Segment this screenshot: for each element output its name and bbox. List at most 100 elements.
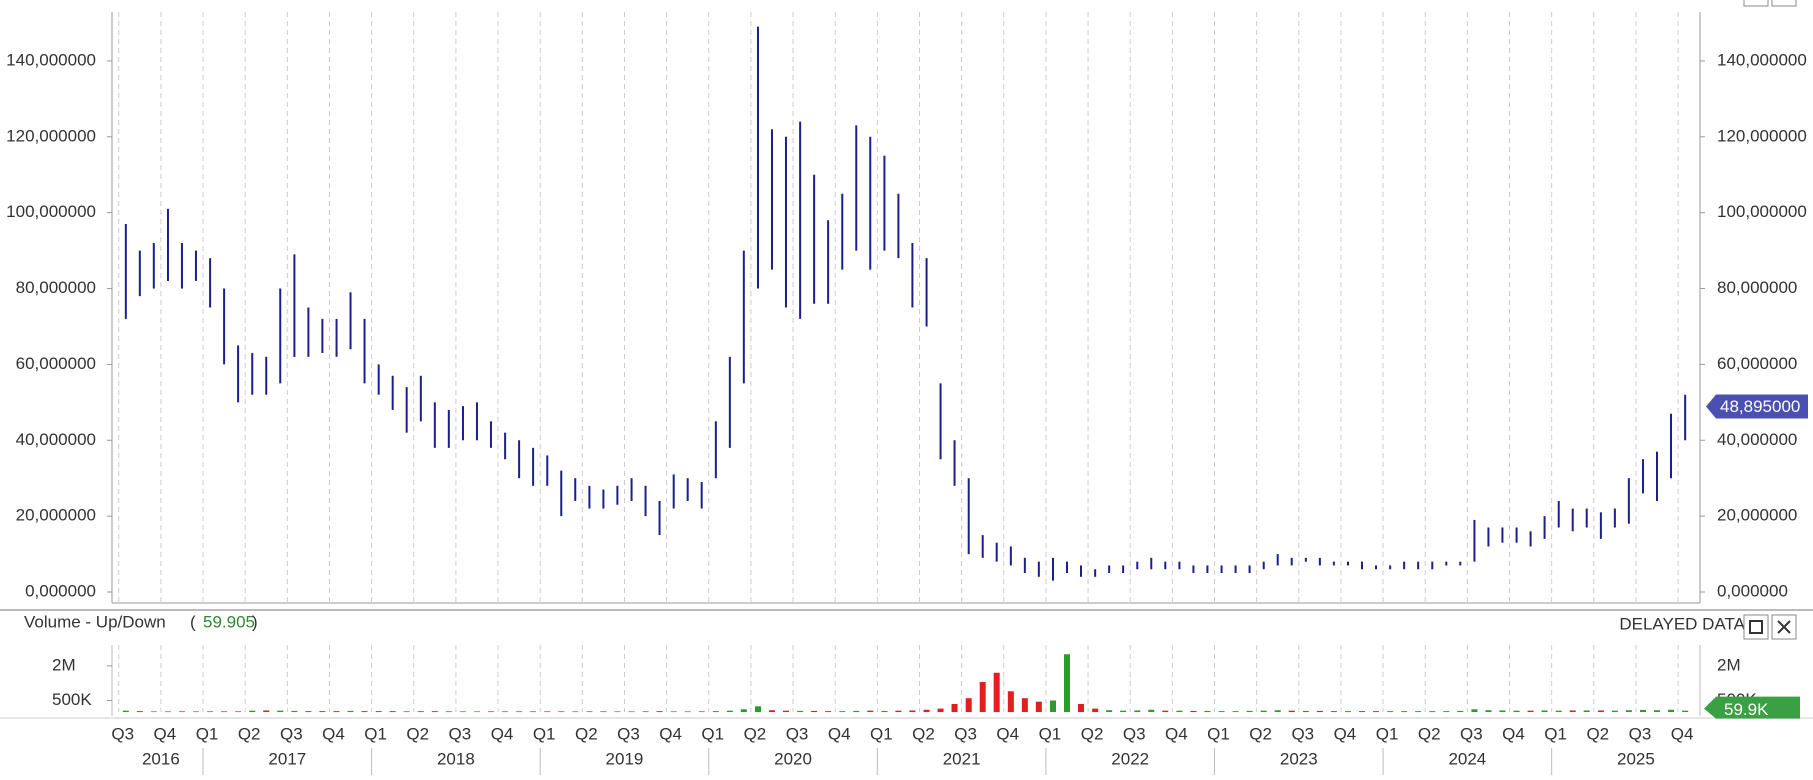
volume-bar (1682, 710, 1689, 713)
x-tick-label: Q3 (1460, 724, 1483, 743)
volume-bar (726, 710, 733, 713)
volume-bar (1106, 710, 1113, 713)
volume-bar (431, 711, 438, 713)
volume-bar (221, 711, 228, 713)
volume-bar (586, 711, 593, 713)
volume-bar (712, 711, 719, 713)
volume-bar (1330, 711, 1337, 713)
y-tick-label: 2M (52, 655, 76, 674)
x-tick-label: Q2 (1586, 724, 1609, 743)
x-tick-label: Q2 (406, 724, 429, 743)
volume-bar (136, 711, 143, 713)
volume-bar (867, 710, 874, 713)
volume-bar (1148, 709, 1155, 713)
volume-bar (839, 711, 846, 713)
volume-bar (530, 711, 537, 713)
x-tick-label: Q3 (449, 724, 472, 743)
volume-bar (1513, 710, 1520, 713)
year-label: 2024 (1448, 749, 1486, 768)
x-tick-label: Q4 (1165, 724, 1188, 743)
last-volume-tag (1704, 696, 1800, 719)
y-tick-label-right: 60,000000 (1717, 354, 1797, 373)
volume-bar (572, 711, 579, 713)
volume-bar (1049, 700, 1056, 713)
paren: ( (190, 612, 196, 631)
x-tick-label: Q1 (196, 724, 219, 743)
volume-bar (319, 711, 326, 713)
volume-bar (445, 711, 452, 713)
volume-bar (1457, 710, 1464, 713)
volume-bar (1288, 710, 1295, 713)
paren: ) (252, 612, 258, 631)
year-label: 2019 (606, 749, 644, 768)
volume-bar (1668, 709, 1675, 713)
x-tick-label: Q3 (1123, 724, 1146, 743)
volume-bar (1007, 691, 1014, 713)
x-tick-label: Q1 (364, 724, 387, 743)
volume-bar (797, 710, 804, 713)
volume-bar (389, 711, 396, 713)
x-tick-label: Q1 (1039, 724, 1062, 743)
volume-bar (1092, 708, 1099, 713)
volume-bar (656, 711, 663, 713)
volume-bar (740, 709, 747, 713)
volume-bar (1443, 711, 1450, 713)
volume-bar (487, 711, 494, 713)
volume-bar (1597, 710, 1604, 713)
y-tick-label-right: 80,000000 (1717, 278, 1797, 297)
x-tick-label: Q4 (491, 724, 514, 743)
volume-bar (249, 710, 256, 713)
maximize-button[interactable] (1743, 614, 1769, 640)
volume-bar (1527, 710, 1534, 713)
year-label: 2021 (943, 749, 981, 768)
volume-bar (277, 710, 284, 713)
x-tick-label: Q2 (744, 724, 767, 743)
volume-bar (1429, 711, 1436, 713)
y-tick-label: 20,000000 (16, 506, 96, 525)
volume-bar (192, 711, 199, 713)
volume-bar (178, 711, 185, 713)
volume-bar (1541, 710, 1548, 713)
volume-bar (544, 711, 551, 713)
volume-bar (670, 711, 677, 713)
volume-bar (558, 711, 565, 713)
volume-bar (1246, 710, 1253, 713)
volume-bar (1218, 711, 1225, 713)
volume-bar (909, 710, 916, 713)
volume-bar (1190, 710, 1197, 713)
x-tick-label: Q2 (912, 724, 935, 743)
x-tick-label: Q2 (238, 724, 261, 743)
volume-bar (1077, 703, 1084, 713)
x-tick-label: Q3 (1291, 724, 1314, 743)
y-tick-label: 60,000000 (16, 354, 96, 373)
volume-bar (417, 711, 424, 713)
year-label: 2025 (1617, 749, 1655, 768)
volume-bar (923, 709, 930, 713)
volume-bar (1345, 711, 1352, 713)
y-tick-label: 0,000000 (25, 581, 96, 600)
close-button[interactable] (1771, 614, 1797, 640)
volume-bar (333, 711, 340, 713)
y-tick-label: 40,000000 (16, 430, 96, 449)
volume-bar (825, 711, 832, 713)
window-buttons[interactable] (1743, 0, 1797, 7)
y-tick-label: 80,000000 (16, 278, 96, 297)
y-tick-label-right: 20,000000 (1717, 506, 1797, 525)
volume-bar (473, 711, 480, 713)
volume-bar (937, 708, 944, 713)
volume-bar (1316, 710, 1323, 713)
volume-bar (1204, 710, 1211, 713)
volume-bar (1162, 710, 1169, 713)
year-label: 2023 (1280, 749, 1318, 768)
volume-bar (853, 710, 860, 713)
volume-bar (1625, 710, 1632, 713)
volume-bar (951, 703, 958, 713)
volume-bar (1260, 710, 1267, 713)
volume-bar (375, 711, 382, 713)
volume-bar (305, 711, 312, 713)
volume-bar (263, 710, 270, 713)
volume-bar (1387, 711, 1394, 713)
